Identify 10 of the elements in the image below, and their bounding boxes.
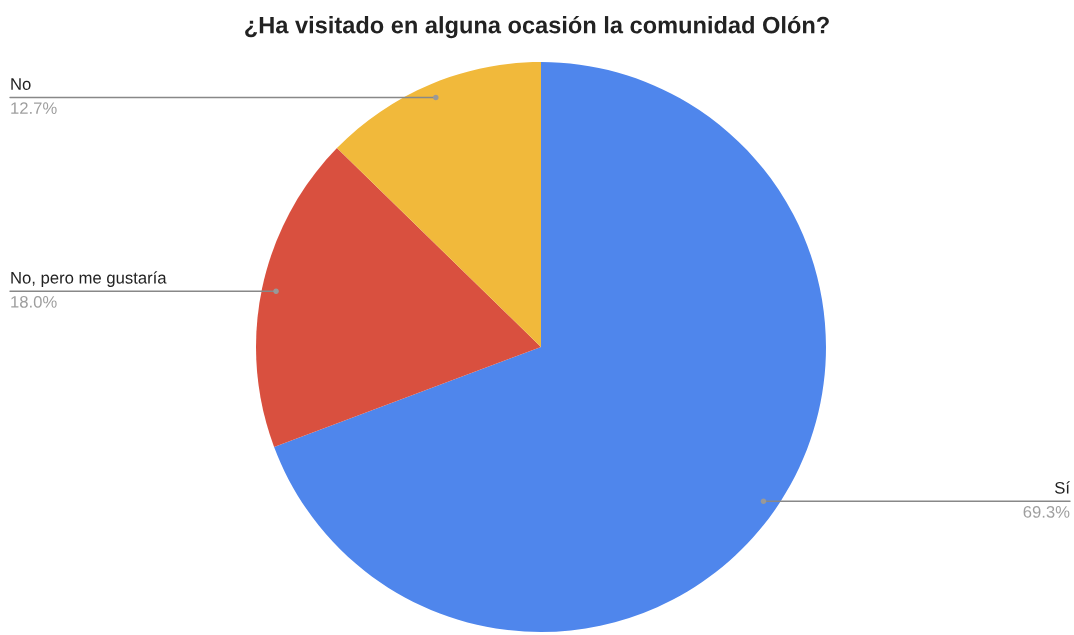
slice-label: No (11, 78, 31, 90)
chart-title: ¿Ha visitado en alguna ocasión la comunidad Olón? (245, 15, 829, 39)
pie-slice (274, 62, 826, 632)
pie-slice (336, 62, 541, 347)
pie-slice (256, 148, 541, 447)
slice-label: Sí (1055, 481, 1070, 494)
data-label: 18.0% (11, 295, 57, 308)
data-label: 12.7% (11, 102, 57, 114)
data-label: 69.3% (1023, 506, 1070, 518)
slice-label: No, pero me gustaría (11, 271, 167, 287)
